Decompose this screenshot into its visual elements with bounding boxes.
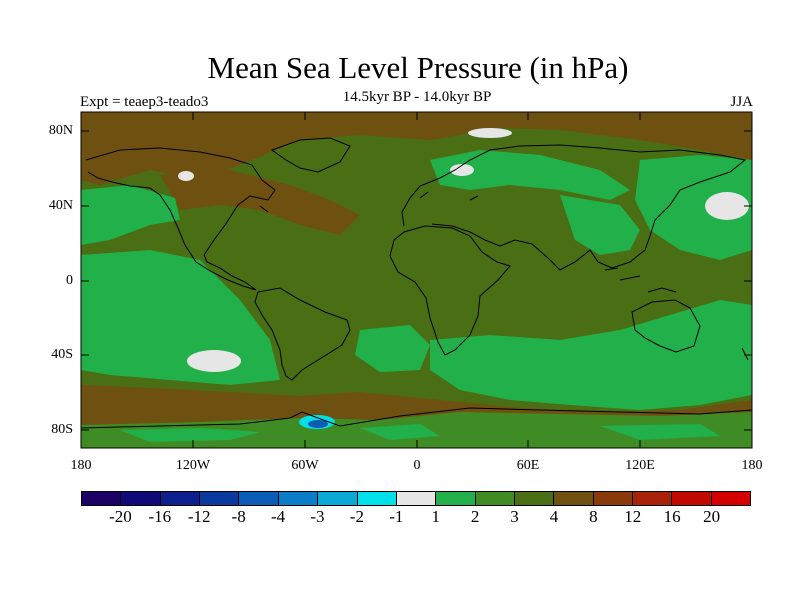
colorbar-swatch bbox=[121, 492, 161, 505]
field-antarctica-light bbox=[120, 424, 720, 442]
colorbar-swatch bbox=[711, 492, 751, 505]
field-weddell-low-core bbox=[308, 420, 328, 428]
coast-antarctica bbox=[81, 407, 752, 429]
plot-title: Mean Sea Level Pressure (in hPa) bbox=[207, 50, 629, 85]
season-label: JJA bbox=[730, 94, 753, 110]
colorbar-label: -1 bbox=[389, 507, 404, 526]
coast-eurasia bbox=[401, 144, 747, 271]
lat-label-40n: 40N bbox=[48, 198, 73, 213]
field-npac-white bbox=[705, 192, 749, 220]
colorbar-swatch bbox=[633, 492, 673, 505]
axis-ticks bbox=[81, 112, 752, 448]
lon-label-180w: 180 bbox=[70, 458, 92, 473]
colorbar-swatch bbox=[318, 492, 358, 505]
coast-africa bbox=[389, 225, 511, 356]
experiment-label: Expt = teaep3-teado3 bbox=[80, 94, 209, 110]
field-arctic-brown bbox=[81, 112, 752, 185]
field-asia-green bbox=[560, 195, 640, 255]
colorbar-label: 8 bbox=[589, 507, 598, 526]
field-satl-green bbox=[430, 300, 752, 410]
colorbar-swatch bbox=[396, 492, 437, 505]
colorbar-swatch bbox=[82, 492, 122, 505]
colorbar-label: -8 bbox=[231, 507, 246, 526]
coastlines bbox=[81, 137, 752, 429]
colorbar-swatch bbox=[357, 492, 397, 505]
colorbar-swatch bbox=[554, 492, 594, 505]
colorbar-label: -16 bbox=[148, 507, 172, 526]
colorbar-label: 2 bbox=[470, 507, 480, 526]
colorbar-swatch bbox=[514, 492, 555, 505]
field-na-white bbox=[178, 171, 194, 181]
coast-australia bbox=[631, 299, 701, 353]
colorbar-label: 16 bbox=[663, 507, 681, 526]
field-natl-brown bbox=[160, 170, 360, 235]
colorbar-label: -2 bbox=[349, 507, 364, 526]
colorbar-swatch bbox=[200, 492, 240, 505]
colorbar-swatch bbox=[239, 492, 279, 505]
coast-greenland bbox=[270, 137, 351, 173]
colorbar-label: -4 bbox=[270, 507, 286, 526]
colorbar bbox=[81, 491, 751, 506]
colorbar-label: -3 bbox=[310, 507, 325, 526]
colorbar-swatch bbox=[278, 492, 319, 505]
colorbar-swatch bbox=[475, 492, 515, 505]
colorbar-label: -12 bbox=[187, 507, 211, 526]
plot-subtitle: 14.5kyr BP - 14.0kyr BP bbox=[342, 89, 492, 105]
field-eurasia-green bbox=[430, 150, 630, 200]
colorbar-label: 12 bbox=[624, 507, 642, 526]
colorbar-label: 4 bbox=[549, 507, 559, 526]
lon-label-0: 0 bbox=[413, 458, 421, 473]
field-arctic-white1 bbox=[468, 128, 512, 138]
colorbar-swatch bbox=[593, 492, 634, 505]
coast-south-america bbox=[254, 287, 351, 381]
colorbar-label: 1 bbox=[431, 507, 440, 526]
coast-islands bbox=[259, 191, 749, 361]
field-npac-east-green bbox=[635, 155, 752, 260]
field-europe-white bbox=[450, 164, 474, 176]
lon-label-180e: 180 bbox=[741, 458, 763, 473]
field-spac-green bbox=[81, 250, 280, 385]
colorbar-swatch bbox=[160, 492, 201, 505]
lat-label-80n: 80N bbox=[48, 123, 73, 138]
lon-label-120e: 120E bbox=[625, 458, 655, 473]
field-spac-white bbox=[187, 350, 241, 372]
lat-label-40s: 40S bbox=[51, 347, 73, 362]
colorbar-label: -20 bbox=[109, 507, 132, 526]
colorbar-label: 3 bbox=[510, 507, 519, 526]
colorbar-swatch bbox=[672, 492, 712, 505]
lat-label-0: 0 bbox=[66, 273, 73, 288]
colorbar-swatch bbox=[436, 492, 476, 505]
lon-label-60e: 60E bbox=[516, 458, 540, 473]
field-npac-green bbox=[81, 185, 180, 245]
lat-label-80s: 80S bbox=[51, 422, 73, 437]
lon-label-120w: 120W bbox=[175, 458, 211, 473]
lon-label-60w: 60W bbox=[291, 458, 319, 473]
field-satl2-green bbox=[355, 325, 430, 372]
coast-north-america bbox=[85, 147, 276, 291]
colorbar-label: 20 bbox=[703, 507, 721, 526]
